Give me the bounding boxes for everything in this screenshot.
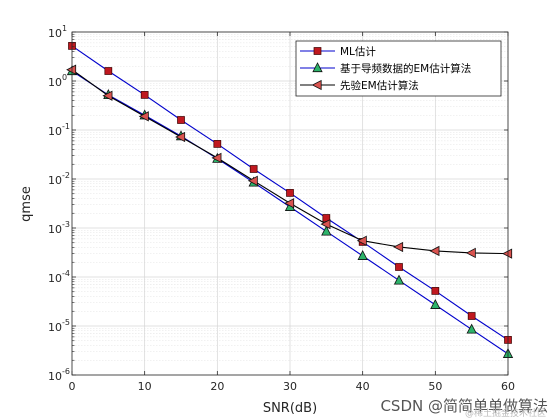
data-point <box>213 140 222 148</box>
data-point <box>140 91 149 99</box>
data-point <box>357 249 368 260</box>
data-point <box>211 152 222 164</box>
x-tick-label: 60 <box>501 380 515 393</box>
data-point <box>466 323 477 334</box>
data-point <box>395 263 403 271</box>
series-layer <box>66 42 514 358</box>
data-point <box>393 241 404 253</box>
data-point <box>465 247 476 259</box>
x-axis-label: SNR(dB) <box>263 401 317 416</box>
y-tick-label: 10-6 <box>48 367 70 383</box>
data-point <box>247 175 258 186</box>
data-point <box>321 225 332 236</box>
legend-marker <box>313 47 322 55</box>
data-point <box>393 274 405 285</box>
data-point <box>429 245 440 257</box>
data-point <box>431 287 440 295</box>
ticks: 0 10 20 30 40 50 60 10-6 10-5 10-4 10-3 10-2 10-1 100… <box>48 24 515 393</box>
x-tick-label: 50 <box>428 380 442 393</box>
legend-label: ML估计 <box>340 45 376 58</box>
y-tick-label: 10-4 <box>48 269 70 285</box>
series-2 <box>66 64 513 259</box>
data-point <box>177 116 185 124</box>
data-point <box>502 248 513 259</box>
legend-label: 基于导频数据的EM估计算法 <box>340 62 471 75</box>
y-tick-label: 10-3 <box>48 220 70 236</box>
data-point <box>138 111 149 122</box>
data-point <box>320 218 331 230</box>
legend-marker <box>311 79 322 91</box>
y-tick-label: 100 <box>48 73 67 89</box>
y-tick-label: 10-2 <box>48 171 70 187</box>
data-point <box>102 90 113 101</box>
y-tick-label: 10-5 <box>48 318 70 334</box>
data-point <box>66 64 77 75</box>
data-point <box>284 198 295 209</box>
y-tick-label: 10-1 <box>48 122 70 138</box>
data-point <box>286 189 294 197</box>
data-point <box>104 67 113 75</box>
data-point <box>249 165 258 173</box>
x-tick-label: 0 <box>69 380 76 393</box>
x-tick-label: 40 <box>356 380 370 393</box>
y-axis-label: qmse <box>19 186 34 222</box>
x-tick-label: 10 <box>138 380 152 393</box>
x-tick-label: 20 <box>210 380 224 393</box>
data-point <box>175 131 186 143</box>
x-tick-label: 30 <box>283 380 297 393</box>
y-tick-label: 101 <box>48 24 67 40</box>
watermark: CSDN @简简单单做算法 <box>380 397 548 415</box>
legend-marker <box>312 62 323 73</box>
data-point <box>430 298 441 309</box>
legend-label: 先验EM估计算法 <box>340 79 419 92</box>
data-point <box>356 235 367 246</box>
data-point <box>467 312 476 320</box>
watermark-sub: @稀土掘金技术社区 <box>464 409 546 419</box>
